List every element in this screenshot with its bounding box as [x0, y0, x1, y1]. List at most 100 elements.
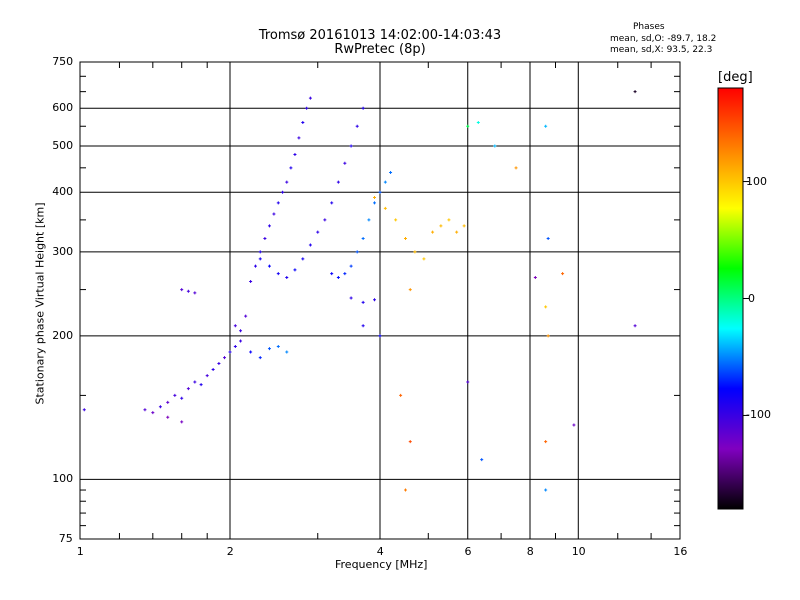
data-point — [544, 124, 548, 128]
data-point — [180, 420, 184, 424]
phases-line-o: mean, sd,O: -89.7, 18.2 — [610, 34, 717, 44]
data-point — [544, 305, 548, 309]
data-point — [383, 206, 387, 210]
data-point — [253, 264, 257, 268]
data-point — [205, 374, 209, 378]
data-point — [466, 380, 470, 384]
data-point — [330, 272, 334, 276]
x-axis-label: Frequency [MHz] — [335, 558, 428, 571]
data-point — [285, 350, 289, 354]
y-tick-label: 100 — [52, 472, 74, 486]
data-point — [211, 367, 215, 371]
data-point — [301, 257, 305, 261]
data-point — [546, 334, 550, 338]
data-point — [267, 224, 271, 228]
data-point — [373, 201, 377, 205]
data-point — [285, 180, 289, 184]
x-tick-label: 16 — [673, 545, 688, 558]
data-point — [233, 344, 237, 348]
data-point — [323, 218, 327, 222]
data-point — [228, 350, 232, 354]
data-point — [533, 276, 537, 280]
data-point — [383, 180, 387, 184]
data-points — [82, 90, 637, 492]
data-point — [336, 276, 340, 280]
grid — [80, 62, 680, 539]
data-point — [544, 440, 548, 444]
data-point — [349, 264, 353, 268]
data-point — [355, 250, 359, 254]
data-point — [439, 224, 443, 228]
data-point — [422, 257, 426, 261]
data-point — [180, 288, 184, 292]
data-point — [413, 250, 417, 254]
data-point — [193, 291, 197, 295]
data-point — [399, 393, 403, 397]
data-point — [166, 415, 170, 419]
data-point — [186, 387, 190, 391]
data-point — [431, 230, 435, 234]
x-tick-label: 2 — [226, 545, 234, 558]
data-point — [633, 324, 637, 328]
data-point — [561, 272, 565, 276]
data-point — [217, 361, 221, 365]
data-point — [258, 257, 262, 261]
data-point — [355, 124, 359, 128]
data-point — [281, 190, 285, 194]
data-point — [480, 458, 484, 462]
chart-subtitle: RwPretec (8p) — [334, 42, 426, 57]
data-point — [572, 423, 576, 427]
data-point — [544, 488, 548, 492]
data-point — [158, 405, 162, 409]
data-point — [289, 166, 293, 170]
data-point — [403, 488, 407, 492]
data-point — [361, 236, 365, 240]
data-point — [343, 161, 347, 165]
data-point — [308, 243, 312, 247]
chart-title: Tromsø 20161013 14:02:00-14:03:43 — [258, 28, 502, 43]
data-point — [193, 380, 197, 384]
x-tick-label: 6 — [464, 545, 472, 558]
data-point — [249, 350, 253, 354]
phases-line-x: mean, sd,X: 93.5, 22.3 — [610, 45, 713, 55]
data-point — [343, 272, 347, 276]
y-axis-label: Stationary phase Virtual Height [km] — [33, 202, 47, 405]
data-point — [305, 106, 309, 110]
data-point — [546, 236, 550, 240]
data-point — [199, 383, 203, 387]
data-point — [378, 190, 382, 194]
data-point — [249, 279, 253, 283]
colorbar — [717, 87, 744, 510]
data-point — [263, 236, 267, 240]
y-tick-label: 300 — [52, 244, 74, 258]
data-point — [239, 329, 243, 333]
data-point — [466, 124, 470, 128]
data-point — [633, 90, 637, 94]
data-point — [276, 344, 280, 348]
data-point — [258, 356, 262, 360]
data-point — [408, 288, 412, 292]
x-tick-label: 10 — [571, 545, 586, 558]
data-point — [180, 396, 184, 400]
data-point — [514, 166, 518, 170]
colorbar-label: [deg] — [718, 70, 753, 85]
data-point — [447, 218, 451, 222]
phases-title: Phases — [633, 22, 665, 32]
data-point — [267, 347, 271, 351]
data-point — [373, 195, 377, 199]
data-point — [349, 296, 353, 300]
colorbar-tick-label: 0 — [748, 291, 755, 305]
data-point — [403, 236, 407, 240]
data-point — [239, 339, 243, 343]
data-point — [336, 180, 340, 184]
y-tick-label: 75 — [58, 532, 73, 545]
data-point — [293, 268, 297, 272]
data-point — [389, 170, 393, 174]
data-point — [276, 272, 280, 276]
data-point — [258, 250, 262, 254]
y-tick-label: 400 — [52, 185, 74, 199]
data-point — [308, 96, 312, 100]
y-tick-label: 200 — [52, 328, 74, 342]
data-point — [166, 400, 170, 404]
